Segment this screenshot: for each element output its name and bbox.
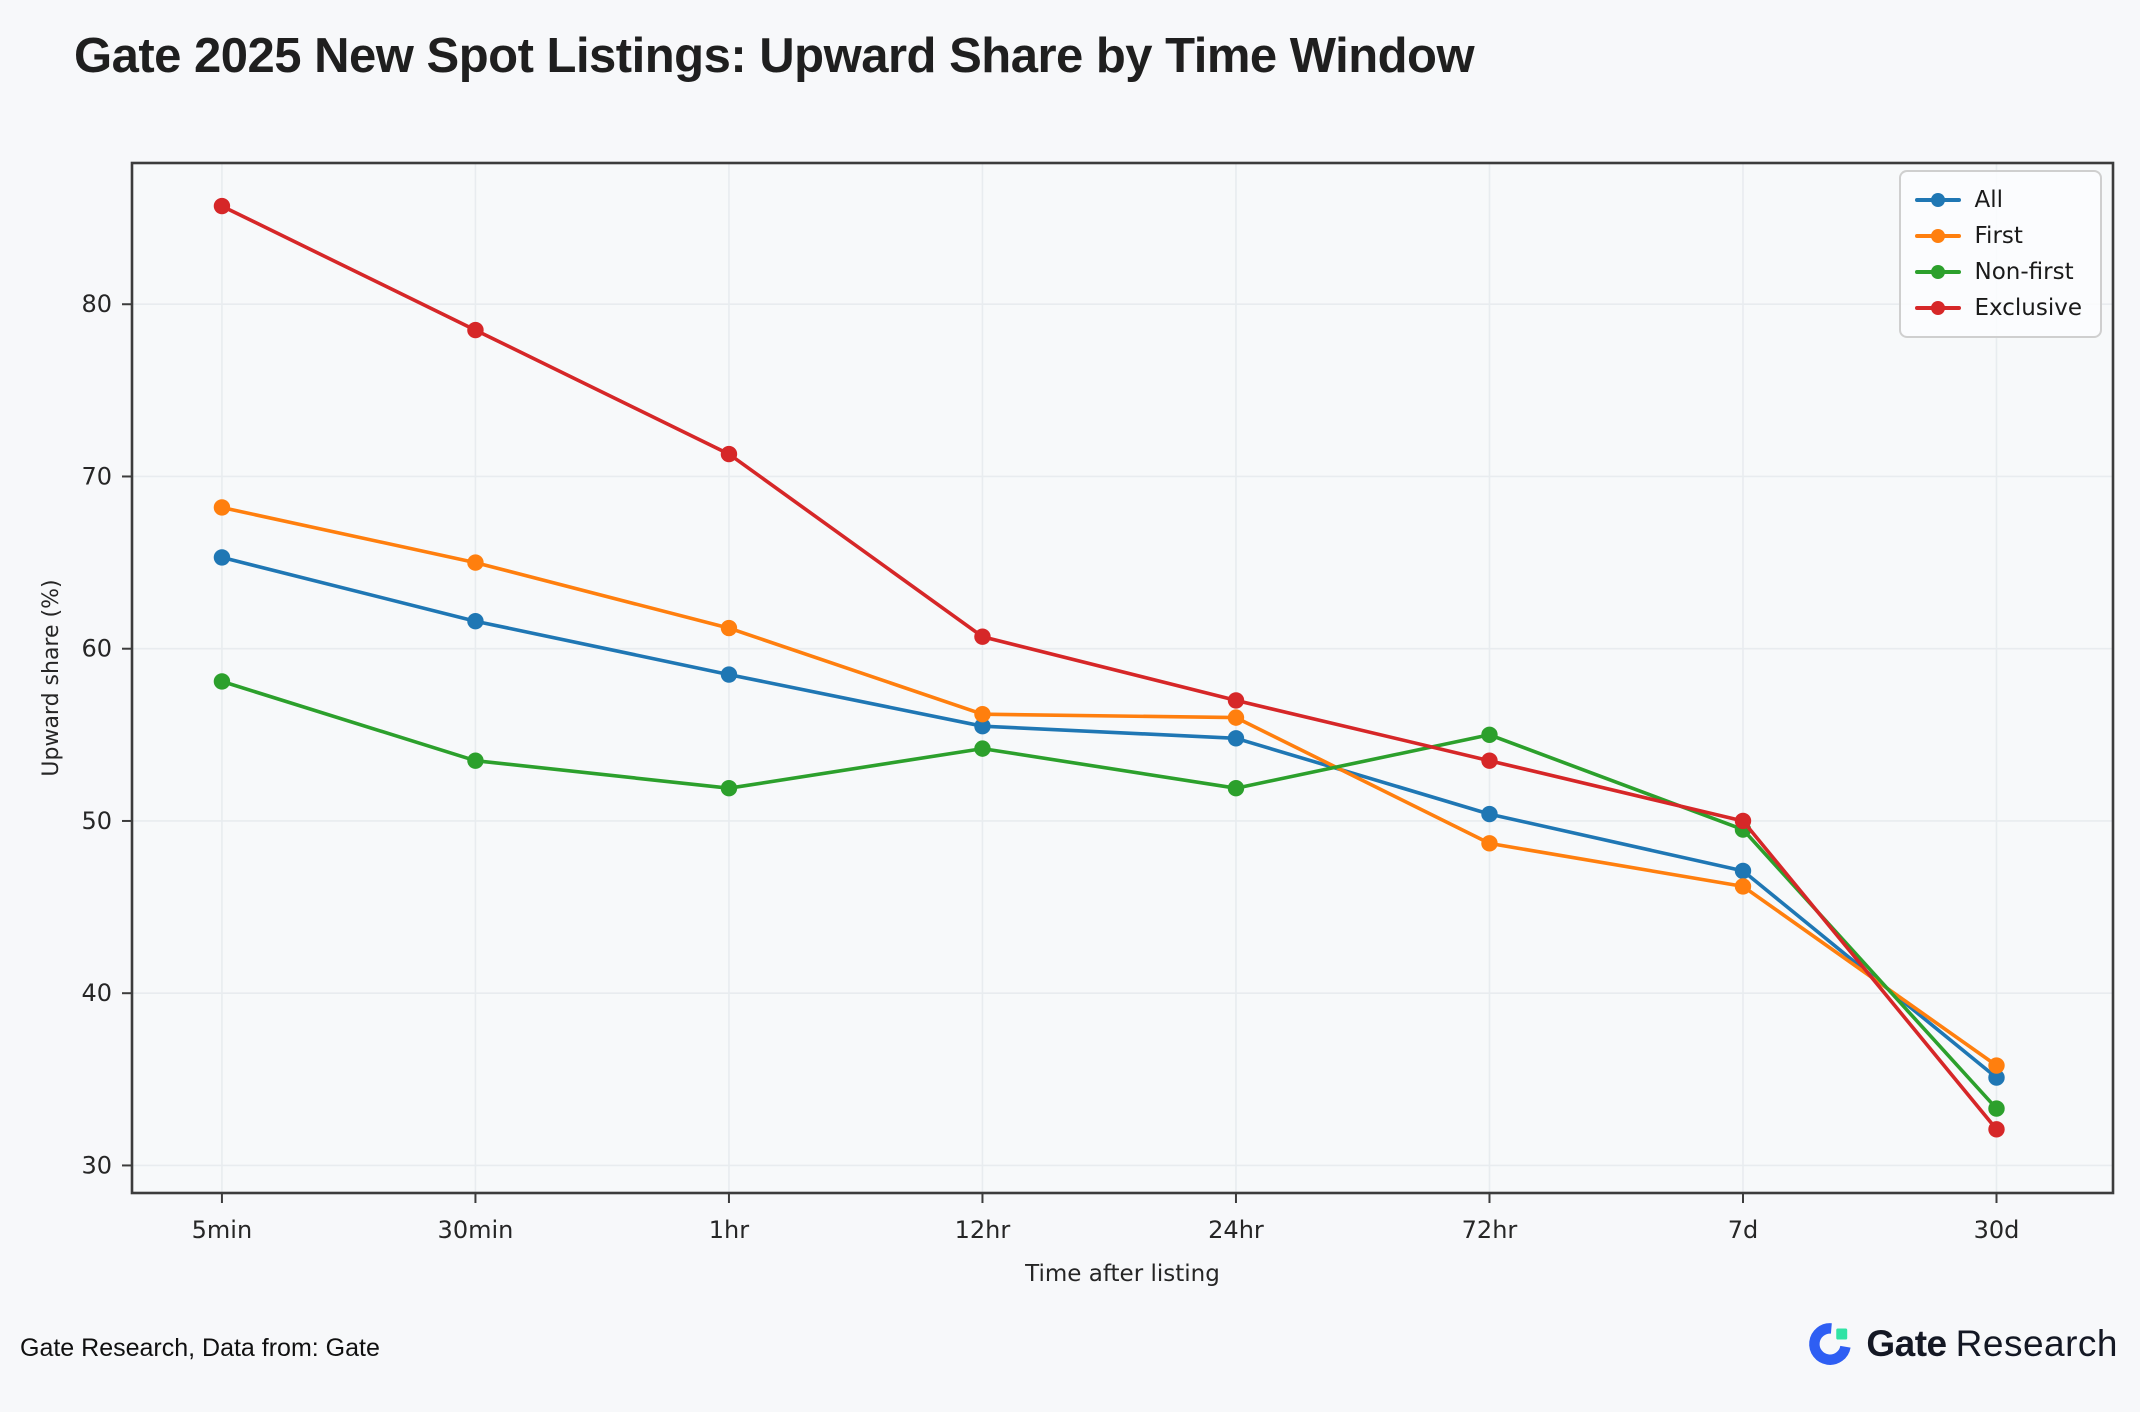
- legend-label: All: [1974, 187, 2004, 213]
- source-note: Gate Research, Data from: Gate: [20, 1334, 380, 1362]
- x-axis-title: Time after listing: [1024, 1261, 1220, 1287]
- data-point-all: [974, 718, 991, 735]
- legend-marker-icon: [1914, 229, 1961, 243]
- y-axis-title: Upward share (%): [39, 579, 64, 776]
- brand-text: Gate Research: [1866, 1323, 2118, 1365]
- y-tick-label: 30: [81, 1151, 112, 1179]
- x-tick-label: 5min: [192, 1216, 253, 1244]
- data-point-first: [467, 554, 484, 571]
- data-point-all: [1988, 1069, 2005, 1086]
- data-point-first: [720, 619, 738, 637]
- data-point-non-first: [1988, 1100, 2005, 1117]
- data-point-non-first: [213, 673, 231, 690]
- legend-item-exclusive: Exclusive: [1914, 292, 2083, 324]
- brand-research: Research: [1955, 1323, 2118, 1364]
- gate-logo-icon: [1809, 1323, 1851, 1365]
- legend-item-all: All: [1914, 184, 2083, 216]
- data-point-exclusive: [1481, 752, 1498, 769]
- legend-label: Non-first: [1974, 259, 2074, 285]
- data-point-first: [1734, 878, 1752, 895]
- y-tick-label: 70: [81, 462, 112, 490]
- y-tick-label: 80: [81, 290, 112, 318]
- legend: All First Non-first Exclusive: [1898, 170, 2102, 338]
- y-tick-label: 50: [81, 807, 112, 835]
- legend-item-non-first: Non-first: [1914, 256, 2083, 288]
- x-tick-label: 72hr: [1462, 1216, 1518, 1244]
- legend-marker-icon: [1914, 265, 1961, 279]
- data-point-first: [1227, 709, 1245, 726]
- data-point-all: [213, 549, 231, 566]
- data-point-exclusive: [1988, 1121, 2005, 1138]
- data-point-first: [213, 499, 231, 516]
- plot-border: [130, 161, 2115, 1195]
- data-point-non-first: [974, 740, 991, 757]
- data-point-first: [1988, 1057, 2005, 1074]
- data-point-non-first: [1481, 726, 1498, 744]
- data-point-all: [467, 612, 484, 630]
- legend-marker-icon: [1914, 193, 1961, 207]
- x-tick-label: 1hr: [709, 1216, 749, 1244]
- data-point-exclusive: [213, 197, 231, 215]
- data-point-first: [1481, 835, 1498, 852]
- data-point-all: [1227, 730, 1245, 747]
- brand-lockup: Gate Research: [1806, 1318, 2118, 1370]
- series-line-all: [221, 555, 1998, 1079]
- x-tick-label: 30d: [1974, 1216, 2020, 1244]
- series-line-first: [221, 505, 1998, 1067]
- data-point-first: [974, 705, 991, 723]
- data-point-exclusive: [467, 321, 484, 339]
- data-point-non-first: [467, 752, 484, 769]
- data-point-non-first: [1227, 780, 1245, 797]
- data-point-all: [720, 666, 738, 683]
- plot-area: [132, 163, 2113, 1193]
- x-tick-label: 7d: [1728, 1216, 1759, 1244]
- y-tick-label: 60: [81, 635, 112, 663]
- data-point-all: [1734, 862, 1752, 880]
- legend-marker-icon: [1914, 301, 1961, 315]
- x-tick-label: 12hr: [955, 1216, 1011, 1244]
- legend-label: Exclusive: [1974, 295, 2083, 321]
- brand-gate: Gate: [1866, 1323, 1947, 1364]
- data-point-exclusive: [1734, 812, 1752, 830]
- data-point-exclusive: [974, 628, 991, 645]
- data-point-exclusive: [1227, 692, 1245, 709]
- series-line-non-first: [221, 679, 1998, 1110]
- x-tick-label: 24hr: [1208, 1216, 1264, 1244]
- data-point-exclusive: [720, 445, 738, 463]
- chart-title: Gate 2025 New Spot Listings: Upward Shar…: [74, 29, 1475, 83]
- data-point-all: [1481, 805, 1498, 823]
- legend-item-first: First: [1914, 220, 2083, 252]
- legend-label: First: [1974, 223, 2023, 249]
- y-tick-label: 40: [81, 979, 112, 1007]
- x-tick-label: 30min: [438, 1216, 514, 1244]
- series-line-exclusive: [221, 204, 1998, 1131]
- data-point-non-first: [720, 780, 738, 797]
